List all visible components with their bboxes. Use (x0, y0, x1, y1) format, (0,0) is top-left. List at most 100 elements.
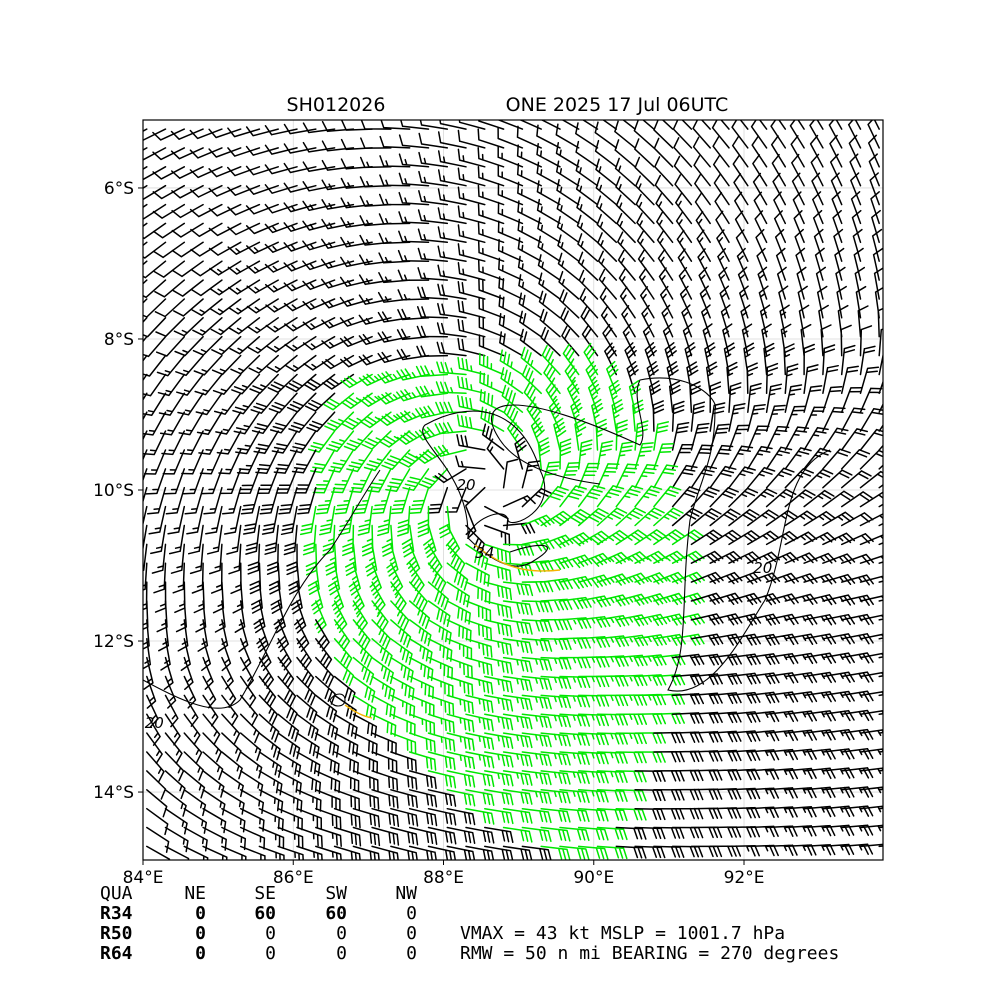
wind-barb (377, 505, 392, 537)
wind-barb (457, 318, 486, 338)
wind-barb (747, 572, 781, 584)
wind-barb (446, 600, 471, 625)
chart-title-left: SH012026 (287, 94, 386, 116)
wind-barb (477, 128, 505, 149)
wind-barb (661, 304, 674, 338)
wind-barb (747, 466, 776, 489)
wind-barb (587, 379, 601, 413)
wind-barb (269, 411, 298, 434)
wind-barb (577, 233, 599, 262)
wind-barb (859, 614, 883, 621)
wind-barb (653, 613, 687, 626)
wind-barb (803, 614, 837, 626)
wind-barb (728, 825, 761, 838)
wind-barb (541, 344, 561, 376)
wind-barb (264, 279, 298, 293)
wind-barb (678, 266, 693, 300)
wind-barb (390, 789, 418, 809)
wind-barb (258, 638, 272, 671)
wind-barb (164, 751, 185, 782)
wind-barb (143, 354, 167, 377)
wind-barb (148, 505, 167, 535)
wind-barb (324, 411, 355, 432)
wind-barb (634, 442, 654, 470)
wind-barb (822, 469, 853, 489)
wind-barb (250, 392, 279, 414)
wind-barb (671, 788, 704, 801)
wind-barb (709, 807, 742, 819)
wind-barb (465, 581, 491, 605)
wind-barb (315, 845, 342, 860)
wind-barb (784, 825, 817, 837)
wind-barb (446, 789, 476, 807)
wind-barb (840, 470, 872, 489)
wind-barb (840, 428, 869, 451)
wind-barb (840, 690, 874, 702)
wind-barb (868, 153, 880, 187)
wind-barb (716, 229, 730, 262)
wind-barb (709, 749, 742, 762)
wind-barb (784, 552, 818, 564)
wind-barb (502, 751, 533, 767)
wind-barb (499, 331, 524, 357)
wind-barb (653, 770, 685, 782)
wind-barb (615, 551, 649, 564)
wind-barb (457, 224, 486, 244)
wind-barb (259, 486, 279, 515)
wind-barb (656, 230, 674, 262)
wind-barb (145, 468, 167, 495)
wind-barb (307, 430, 336, 453)
wind-barb (484, 675, 513, 694)
wind-barb (277, 845, 304, 860)
wind-barb (371, 807, 400, 828)
wind-barb (540, 461, 561, 489)
wind-barb (833, 228, 844, 262)
wind-barb (143, 128, 167, 142)
wind-barb (634, 751, 666, 763)
wind-barb (671, 826, 704, 839)
wind-barb (183, 732, 203, 763)
wind-barb (439, 120, 467, 130)
wind-barb (437, 131, 467, 149)
wind-barb (283, 143, 317, 154)
wind-barb (333, 770, 360, 793)
wind-barb (202, 675, 217, 709)
wind-barb (408, 694, 435, 717)
wind-barb (853, 247, 864, 281)
wind-barb (615, 485, 644, 508)
wind-barb (615, 807, 647, 821)
wind-barb (646, 361, 659, 395)
wind-barb (615, 572, 649, 586)
wind-barb (500, 367, 524, 395)
wind-barb (239, 656, 254, 690)
wind-barb (352, 845, 380, 860)
wind-barb (878, 675, 883, 678)
wind-barb (164, 826, 189, 853)
wind-barb (577, 484, 606, 508)
wind-barb (168, 524, 186, 555)
wind-barb (189, 147, 223, 159)
wind-barb (634, 674, 667, 686)
wind-barb (728, 487, 759, 508)
wind-barb (311, 581, 324, 615)
wind-barb (666, 361, 679, 395)
wind-barb (690, 465, 718, 489)
wind-barb (840, 613, 874, 626)
wind-barb (390, 638, 413, 666)
y-tick-label: 6°S (104, 179, 134, 199)
wind-barb (202, 694, 219, 727)
wind-barb (615, 845, 647, 859)
wind-barb (615, 194, 636, 225)
wind-barb (319, 505, 336, 536)
wind-barb (878, 788, 883, 791)
wind-barb (201, 468, 223, 495)
wind-barb (348, 562, 361, 596)
wind-barb (293, 600, 307, 634)
wind-barb (283, 298, 317, 312)
wind-barb (530, 417, 545, 451)
r64-se: 0 (265, 943, 276, 964)
wind-barb (342, 524, 355, 557)
storm-contours (344, 544, 561, 719)
wind-barb (401, 524, 415, 558)
wind-barb (465, 600, 492, 622)
